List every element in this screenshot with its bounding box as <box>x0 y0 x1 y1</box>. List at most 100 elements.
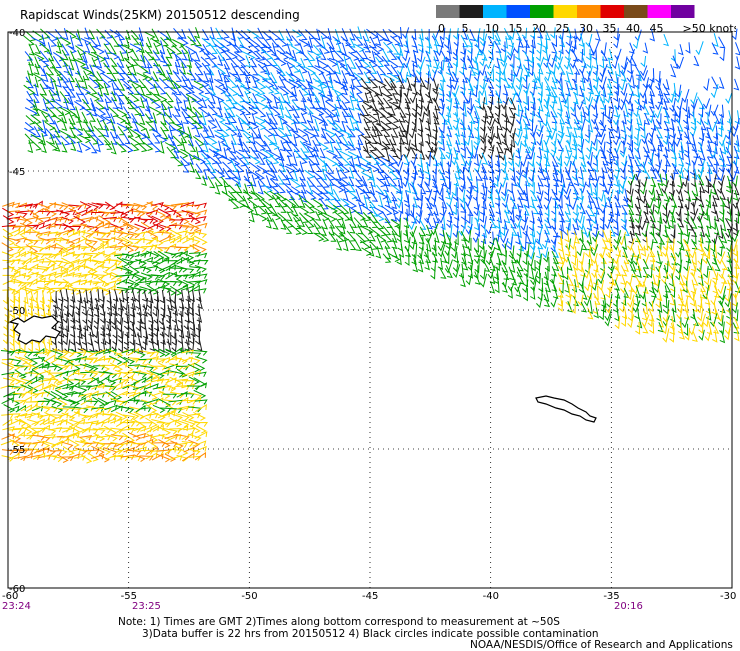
wind-barb <box>141 202 152 208</box>
wind-barb <box>542 247 548 257</box>
wind-barb <box>410 92 417 102</box>
wind-barb <box>438 210 446 223</box>
wind-barb <box>643 268 648 277</box>
wind-barb <box>644 105 649 114</box>
wind-barb <box>410 174 416 187</box>
wind-barb <box>656 251 661 264</box>
wind-barb <box>588 252 593 265</box>
wind-barb <box>426 225 431 236</box>
wind-barb <box>586 147 592 159</box>
wind-barb <box>54 134 61 144</box>
wind-barb <box>502 118 506 130</box>
wind-barb <box>383 232 392 242</box>
wind-barb <box>656 71 661 83</box>
wind-barb <box>637 266 642 277</box>
wind-barb <box>698 156 703 166</box>
wind-barb <box>615 316 620 329</box>
wind-barb <box>635 322 639 334</box>
wind-barb <box>622 126 626 139</box>
wind-barb <box>585 175 590 187</box>
wind-barb <box>56 413 68 418</box>
wind-barb <box>591 41 599 54</box>
wind-barb <box>510 216 515 228</box>
wind-barb <box>230 58 238 67</box>
wind-barb <box>97 447 110 454</box>
wind-barb <box>384 181 389 191</box>
wind-barb <box>631 56 636 65</box>
wind-barb <box>122 281 133 287</box>
x-tick-label: -50 <box>241 591 257 602</box>
wind-barb <box>68 46 76 54</box>
wind-barb <box>32 384 44 390</box>
wind-barb <box>389 29 398 37</box>
wind-barb <box>564 58 570 69</box>
wind-barb <box>60 91 68 102</box>
wind-barb <box>77 71 83 82</box>
wind-barb <box>68 439 79 447</box>
wind-barb <box>111 141 116 154</box>
wind-barb <box>182 227 193 231</box>
wind-barb <box>518 190 523 200</box>
time-right: 20:16 <box>614 601 643 612</box>
wind-barb <box>146 237 158 244</box>
wind-barb <box>381 108 392 118</box>
wind-barb <box>522 28 526 38</box>
wind-barb <box>461 244 466 255</box>
wind-barb <box>635 180 640 194</box>
wind-barb <box>465 132 471 145</box>
wind-barb <box>250 163 260 172</box>
wind-barb <box>669 216 673 228</box>
wind-barb <box>181 29 186 38</box>
wind-barb <box>402 51 407 61</box>
wind-barb <box>151 435 164 440</box>
wind-barb <box>74 127 82 135</box>
wind-barb <box>530 82 535 95</box>
wind-barb <box>321 226 326 236</box>
wind-barb <box>383 38 392 45</box>
wind-barb <box>322 134 330 143</box>
wind-barb <box>278 65 285 75</box>
wind-barb <box>110 442 123 448</box>
wind-barb <box>410 239 415 249</box>
wind-barb <box>44 412 56 420</box>
wind-barb <box>169 268 182 272</box>
wind-barb <box>238 133 243 146</box>
wind-barb <box>86 401 97 405</box>
wind-barb <box>270 78 278 90</box>
wind-barb <box>188 205 200 209</box>
wind-barb <box>447 119 452 129</box>
wind-barb <box>409 125 415 138</box>
wind-barb <box>83 338 87 351</box>
wind-barb <box>15 352 27 356</box>
wind-barb <box>335 133 342 143</box>
wind-barb <box>97 119 103 130</box>
wind-barb <box>8 429 21 433</box>
wind-barb <box>313 171 322 179</box>
wind-barb <box>678 44 683 54</box>
wind-barb <box>412 29 416 39</box>
wind-barb <box>144 32 154 39</box>
wind-barb <box>224 64 229 76</box>
wind-barb <box>349 118 354 131</box>
wind-barb <box>564 223 569 235</box>
wind-barb <box>270 36 279 47</box>
wind-barb <box>393 93 398 103</box>
wind-barb <box>139 97 144 107</box>
wind-barb <box>705 181 709 193</box>
wind-barb <box>598 280 603 290</box>
wind-barb <box>153 133 160 143</box>
wind-barb <box>565 145 570 158</box>
wind-barb <box>28 140 33 152</box>
wind-barb <box>354 86 362 94</box>
footer-credit: NOAA/NESDIS/Office of Research and Appli… <box>470 639 733 651</box>
wind-barb <box>657 238 661 249</box>
wind-barb <box>663 34 668 45</box>
wind-barb <box>90 113 95 122</box>
wind-barb <box>692 154 698 165</box>
wind-barb <box>571 299 575 313</box>
wind-barb <box>711 202 716 214</box>
wind-barb <box>432 134 436 146</box>
wind-barb <box>389 60 399 68</box>
wind-barb <box>558 120 563 134</box>
wind-barb <box>105 455 115 460</box>
